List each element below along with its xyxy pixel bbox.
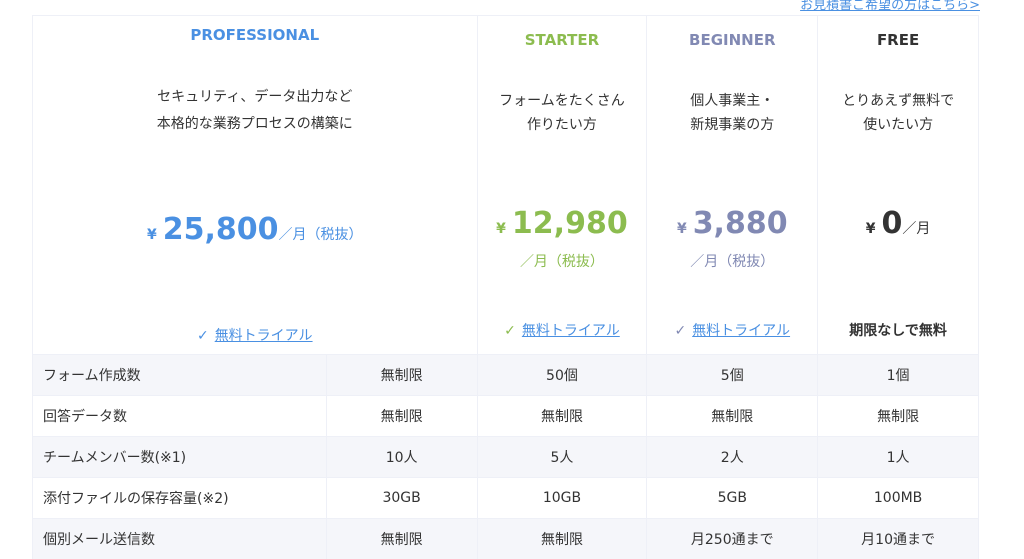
- feature-value: 月10通まで: [818, 519, 979, 559]
- plan-description: セキュリティ、データ出力など 本格的な業務プロセスの構築に: [156, 89, 353, 132]
- table-row: 添付ファイルの保存容量(※2) 30GB 10GB 5GB 100MB: [33, 477, 979, 518]
- plan-name: BEGINNER: [689, 31, 776, 49]
- feature-value: 無制限: [478, 396, 648, 436]
- check-icon: ✓: [504, 323, 516, 339]
- plan-header-row: PROFESSIONAL セキュリティ、データ出力など 本格的な業務プロセスの構築…: [33, 16, 979, 354]
- feature-value: 5GB: [647, 478, 819, 518]
- plan-name: STARTER: [524, 31, 600, 49]
- feature-label: 個別メール送信数: [33, 519, 327, 559]
- plan-name: PROFESSIONAL: [190, 26, 320, 44]
- feature-value: 無制限: [647, 396, 819, 436]
- quote-request-link[interactable]: お見積書ご希望の方はこちら>: [800, 0, 980, 13]
- table-row: 個別メール送信数 無制限 無制限 月250通まで 月10通まで: [33, 518, 979, 559]
- plan-description: 個人事業主・ 新規事業の方: [690, 93, 775, 133]
- plan-price: ¥12,980 ／月（税抜）: [496, 206, 628, 270]
- free-trial-link[interactable]: 無料トライアル: [521, 323, 620, 339]
- plan-price: ¥0／月: [865, 206, 931, 241]
- free-trial-link[interactable]: 無料トライアル: [692, 323, 791, 339]
- free-trial: ✓ 無料トライアル: [478, 320, 647, 340]
- feature-value: 無制限: [818, 396, 979, 436]
- check-icon: ✓: [196, 328, 209, 344]
- free-trial-link[interactable]: 無料トライアル: [214, 328, 313, 344]
- plan-professional: PROFESSIONAL セキュリティ、データ出力など 本格的な業務プロセスの構築…: [33, 16, 478, 354]
- plan-description: フォームをたくさん 作りたい方: [499, 93, 625, 133]
- feature-value: 月250通まで: [647, 519, 819, 559]
- table-row: フォーム作成数 無制限 50個 5個 1個: [33, 354, 979, 395]
- plan-free: FREE とりあえず無料で 使いたい方 ¥0／月 期限なしで無料: [818, 16, 979, 354]
- feature-label: 回答データ数: [33, 396, 327, 436]
- feature-value: 10人: [327, 437, 478, 477]
- feature-value: 10GB: [478, 478, 648, 518]
- feature-value: 無制限: [327, 519, 478, 559]
- free-trial: ✓ 無料トライアル: [33, 325, 477, 345]
- free-note: 期限なしで無料: [849, 323, 947, 339]
- feature-label: チームメンバー数(※1): [33, 437, 327, 477]
- plan-price: ¥3,880 ／月（税抜）: [676, 206, 788, 270]
- feature-value: 1個: [818, 355, 979, 395]
- table-row: チームメンバー数(※1) 10人 5人 2人 1人: [33, 436, 979, 477]
- plan-name: FREE: [876, 31, 920, 49]
- feature-label: フォーム作成数: [33, 355, 327, 395]
- plan-beginner: BEGINNER 個人事業主・ 新規事業の方 ¥3,880 ／月（税抜） ✓ 無料トラ…: [647, 16, 819, 354]
- plan-starter: STARTER フォームをたくさん 作りたい方 ¥12,980 ／月（税抜） ✓ 無料…: [478, 16, 648, 354]
- feature-label: 添付ファイルの保存容量(※2): [33, 478, 327, 518]
- table-row: 回答データ数 無制限 無制限 無制限 無制限: [33, 395, 979, 436]
- feature-value: 無制限: [327, 355, 478, 395]
- plan-price: ¥25,800／月（税抜）: [147, 212, 363, 247]
- feature-value: 30GB: [327, 478, 478, 518]
- feature-value: 無制限: [327, 396, 478, 436]
- feature-value: 2人: [647, 437, 819, 477]
- free-trial: ✓ 無料トライアル: [647, 320, 817, 340]
- plan-description: とりあえず無料で 使いたい方: [842, 93, 955, 133]
- feature-value: 1人: [818, 437, 979, 477]
- feature-value: 5個: [647, 355, 819, 395]
- check-icon: ✓: [674, 323, 687, 339]
- feature-value: 5人: [478, 437, 648, 477]
- feature-value: 50個: [478, 355, 648, 395]
- feature-value: 100MB: [818, 478, 979, 518]
- pricing-table: PROFESSIONAL セキュリティ、データ出力など 本格的な業務プロセスの構築…: [32, 15, 979, 559]
- feature-value: 無制限: [478, 519, 648, 559]
